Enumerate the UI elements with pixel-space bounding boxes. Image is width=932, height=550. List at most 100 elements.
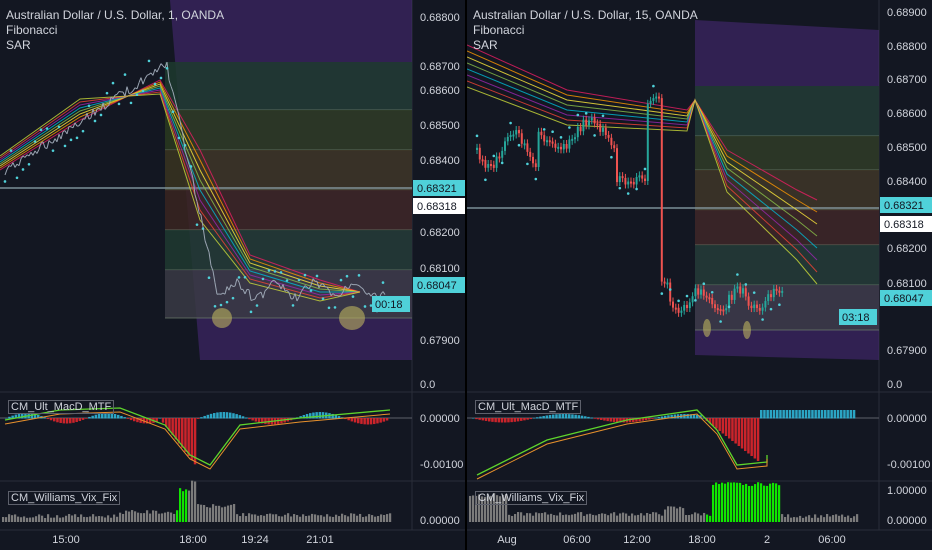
vix-bar bbox=[832, 515, 835, 522]
symbol-title[interactable]: Australian Dollar / U.S. Dollar, 15, OAN… bbox=[473, 8, 698, 22]
vix-bar bbox=[718, 484, 721, 522]
price-segment bbox=[126, 86, 130, 94]
price-segment bbox=[308, 285, 312, 290]
macd-histogram-bar bbox=[814, 410, 817, 419]
price-segment bbox=[254, 294, 258, 300]
macd-histogram-bar bbox=[149, 418, 152, 424]
macd-histogram-bar bbox=[689, 414, 693, 419]
candle-body bbox=[716, 308, 719, 311]
vix-bar bbox=[484, 496, 487, 522]
macd-histogram-bar bbox=[75, 418, 78, 423]
chart-panel-15m[interactable]: 0.68900 0.68800 0.68700 0.68600 0.68500 0.684… bbox=[467, 0, 932, 550]
candle-body bbox=[641, 175, 644, 179]
candle-body bbox=[540, 131, 543, 136]
macd-line bbox=[476, 409, 768, 476]
macd-histogram-bar bbox=[232, 413, 235, 419]
macd-histogram-bar bbox=[744, 418, 747, 451]
sar-dot bbox=[291, 304, 295, 307]
price-segment bbox=[230, 284, 234, 287]
candle-body bbox=[596, 123, 599, 126]
vix-bar bbox=[622, 512, 625, 522]
candle-body bbox=[548, 140, 551, 143]
price-segment bbox=[158, 63, 162, 69]
candle-body bbox=[523, 143, 526, 146]
macd-histogram-bar bbox=[596, 418, 600, 420]
price-segment bbox=[8, 165, 12, 167]
vix-bar bbox=[293, 514, 296, 522]
sar-dot bbox=[219, 303, 223, 307]
macd-legend[interactable]: CM_Ult_MacD_MTF bbox=[6, 400, 115, 414]
price-segment bbox=[370, 293, 374, 297]
vix-axis-label: 0.00000 bbox=[420, 515, 460, 527]
price-segment bbox=[278, 284, 282, 290]
macd-histogram-bar bbox=[488, 418, 491, 422]
macd-histogram-bar bbox=[69, 418, 72, 424]
vix-bar bbox=[679, 506, 682, 522]
chart-canvas-15m[interactable]: 0.68900 0.68800 0.68700 0.68600 0.68500 0.684… bbox=[467, 0, 932, 550]
macd-histogram-bar bbox=[475, 418, 478, 420]
indicator-fibonacci[interactable]: Fibonacci bbox=[6, 23, 58, 37]
price-segment bbox=[360, 286, 364, 290]
chart-panel-1m[interactable]: 0.68800 0.68700 0.68600 0.68500 0.68400 0.682… bbox=[0, 0, 465, 550]
vix-bar bbox=[278, 516, 281, 522]
chart-canvas-1m[interactable]: 0.68800 0.68700 0.68600 0.68500 0.68400 0.682… bbox=[0, 0, 465, 550]
macd-histogram-bar bbox=[849, 410, 853, 419]
macd-histogram-bar bbox=[85, 418, 88, 419]
price-segment bbox=[288, 292, 292, 299]
macd-histogram-bar bbox=[718, 418, 721, 431]
price-axis-label: 0.67900 bbox=[887, 345, 927, 357]
vix-legend[interactable]: CM_Williams_Vix_Fix bbox=[6, 491, 121, 505]
symbol-title[interactable]: Australian Dollar / U.S. Dollar, 1, OAND… bbox=[6, 8, 225, 22]
vix-legend[interactable]: CM_Williams_Vix_Fix bbox=[473, 491, 588, 505]
vix-bar bbox=[41, 515, 44, 522]
vix-bar bbox=[284, 514, 287, 522]
candle-body bbox=[476, 147, 478, 150]
vix-bar bbox=[149, 513, 152, 522]
macd-histogram-bar bbox=[120, 415, 123, 419]
macd-histogram-bar bbox=[229, 412, 232, 419]
price-segment bbox=[226, 286, 230, 291]
macd-histogram-bar bbox=[545, 415, 549, 419]
panel-divider[interactable] bbox=[465, 0, 467, 550]
candle-body bbox=[635, 177, 638, 185]
vix-bar bbox=[661, 515, 664, 522]
vix-bar bbox=[266, 514, 269, 522]
price-badge-last-bg bbox=[413, 277, 465, 293]
price-segment bbox=[4, 169, 8, 176]
vix-bar bbox=[26, 517, 29, 522]
indicator-fibonacci[interactable]: Fibonacci bbox=[473, 23, 525, 37]
sar-dot bbox=[559, 136, 563, 139]
sar-dot bbox=[381, 281, 385, 284]
indicator-sar[interactable]: SAR bbox=[6, 38, 31, 52]
candle-body bbox=[593, 117, 596, 124]
vix-bar bbox=[742, 485, 745, 522]
vix-bar bbox=[185, 489, 188, 522]
price-segment bbox=[350, 283, 354, 286]
macd-histogram-bar bbox=[843, 410, 846, 419]
vix-bar bbox=[514, 514, 517, 522]
indicator-sar[interactable]: SAR bbox=[473, 38, 498, 52]
vix-bar bbox=[730, 482, 733, 522]
vix-bar bbox=[206, 507, 209, 522]
vix-bar bbox=[601, 513, 604, 522]
price-segment bbox=[262, 290, 266, 299]
sar-dot bbox=[500, 161, 504, 165]
candle-body bbox=[758, 308, 761, 311]
candle-body bbox=[529, 151, 532, 157]
candle-body bbox=[775, 288, 778, 291]
price-badge-bid: 0.68321 bbox=[417, 183, 457, 195]
candle-body bbox=[582, 119, 585, 132]
vix-bar bbox=[754, 484, 757, 522]
candle-body bbox=[781, 290, 784, 293]
macd-histogram-bar bbox=[376, 418, 379, 424]
macd-histogram-bar bbox=[673, 414, 677, 419]
macd-histogram-bar bbox=[190, 418, 194, 461]
macd-histogram-bar bbox=[161, 418, 165, 423]
macd-legend[interactable]: CM_Ult_MacD_MTF bbox=[473, 400, 582, 414]
macd-histogram-bar bbox=[590, 417, 593, 419]
macd-histogram-bar bbox=[740, 418, 744, 449]
highlight-marker bbox=[339, 306, 365, 330]
vix-bar bbox=[182, 491, 185, 522]
vix-bar bbox=[236, 514, 239, 522]
candle-body bbox=[568, 139, 571, 149]
